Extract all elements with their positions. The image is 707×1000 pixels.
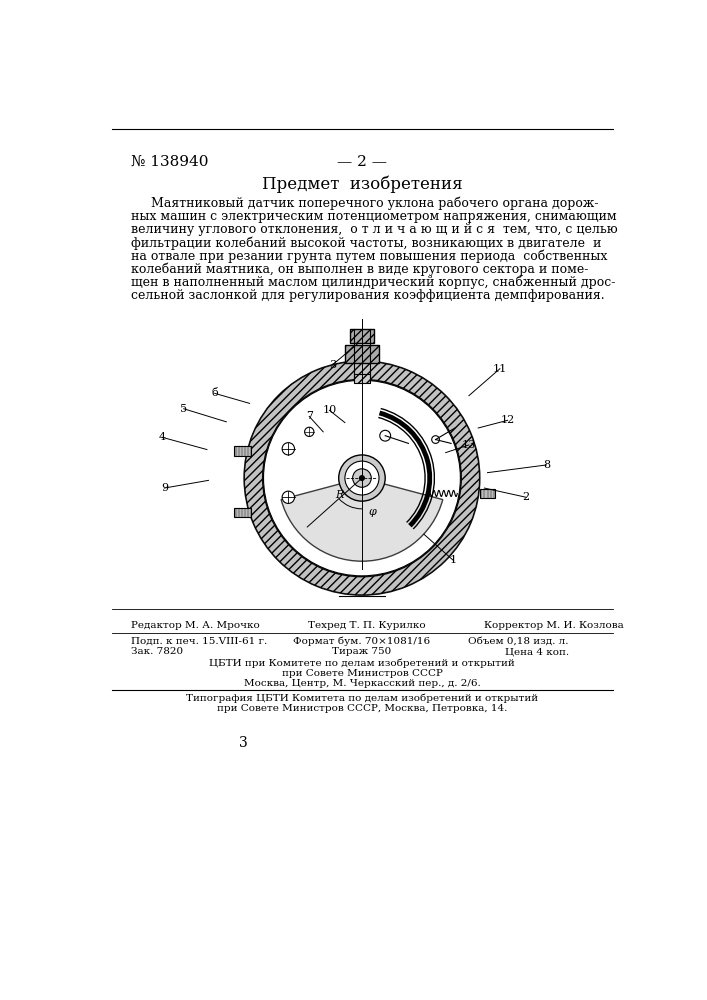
Text: Предмет  изобретения: Предмет изобретения xyxy=(262,175,462,193)
Bar xyxy=(349,329,374,343)
Circle shape xyxy=(282,443,295,455)
Text: Редактор М. А. Мрочко: Редактор М. А. Мрочко xyxy=(131,620,259,630)
Circle shape xyxy=(305,427,314,436)
Text: 4: 4 xyxy=(158,432,165,442)
Text: Объем 0,18 изд. л.: Объем 0,18 изд. л. xyxy=(468,637,569,646)
Text: 10: 10 xyxy=(322,405,337,415)
Bar xyxy=(354,374,370,383)
Text: 8: 8 xyxy=(543,460,550,470)
Text: колебаний маятника, он выполнен в виде кругового сектора и поме-: колебаний маятника, он выполнен в виде к… xyxy=(131,262,588,276)
Wedge shape xyxy=(281,478,443,561)
Text: 5: 5 xyxy=(180,404,187,414)
Text: Зак. 7820: Зак. 7820 xyxy=(131,647,183,656)
Text: φ: φ xyxy=(368,507,376,517)
Text: Подп. к печ. 15.VIII-61 г.: Подп. к печ. 15.VIII-61 г. xyxy=(131,637,267,646)
Text: при Совете Министров СССР: при Совете Министров СССР xyxy=(281,669,443,678)
Text: Корректор М. И. Козлова: Корректор М. И. Козлова xyxy=(484,620,624,630)
Circle shape xyxy=(264,380,460,576)
Bar xyxy=(345,345,379,363)
Text: 1: 1 xyxy=(450,555,457,565)
Text: ЦБТИ при Комитете по делам изобретений и открытий: ЦБТИ при Комитете по делам изобретений и… xyxy=(209,659,515,668)
Text: № 138940: № 138940 xyxy=(131,155,209,169)
Bar xyxy=(480,489,495,498)
Text: фильтрации колебаний высокой частоты, возникающих в двигателе  и: фильтрации колебаний высокой частоты, во… xyxy=(131,236,602,250)
Text: б: б xyxy=(211,388,218,398)
Text: — 2 —: — 2 — xyxy=(337,155,387,169)
Text: величину углового отклонения,  о т л и ч а ю щ и й с я  тем, что, с целью: величину углового отклонения, о т л и ч … xyxy=(131,223,618,236)
Text: 12: 12 xyxy=(501,415,515,425)
Text: ных машин с электрическим потенциометром напряжения, снимающим: ных машин с электрическим потенциометром… xyxy=(131,210,617,223)
Text: 7: 7 xyxy=(305,411,312,421)
Text: сельной заслонкой для регулирования коэффициента демпфирования.: сельной заслонкой для регулирования коэф… xyxy=(131,289,604,302)
Bar xyxy=(234,446,251,456)
Bar xyxy=(234,508,251,517)
Text: Тираж 750: Тираж 750 xyxy=(332,647,392,656)
Text: 9: 9 xyxy=(160,483,168,493)
Text: Москва, Центр, М. Черкасский пер., д. 2/6.: Москва, Центр, М. Черкасский пер., д. 2/… xyxy=(244,679,480,688)
Text: Техред Т. П. Курилко: Техред Т. П. Курилко xyxy=(308,620,426,630)
Text: R: R xyxy=(334,490,343,500)
Circle shape xyxy=(432,436,440,443)
Circle shape xyxy=(353,469,371,487)
Text: Формат бум. 70×1081/16: Формат бум. 70×1081/16 xyxy=(293,637,431,646)
Text: Типография ЦБТИ Комитета по делам изобретений и открытий: Типография ЦБТИ Комитета по делам изобре… xyxy=(186,694,538,703)
Text: Маятниковый датчик поперечного уклона рабочего органа дорож-: Маятниковый датчик поперечного уклона ра… xyxy=(131,197,599,211)
Text: 11: 11 xyxy=(493,364,507,374)
Circle shape xyxy=(282,491,295,503)
Text: Цена 4 коп.: Цена 4 коп. xyxy=(505,647,569,656)
Circle shape xyxy=(360,476,364,480)
Circle shape xyxy=(339,455,385,501)
Wedge shape xyxy=(244,361,480,595)
Text: на отвале при резании грунта путем повышения периода  собственных: на отвале при резании грунта путем повыш… xyxy=(131,249,607,263)
Bar xyxy=(354,374,370,383)
Text: 3: 3 xyxy=(239,736,247,750)
Circle shape xyxy=(345,461,379,495)
Text: 13: 13 xyxy=(462,440,476,450)
Circle shape xyxy=(380,430,391,441)
Bar xyxy=(349,329,374,343)
Text: щен в наполненный маслом цилиндрический корпус, снабженный дрос-: щен в наполненный маслом цилиндрический … xyxy=(131,276,615,289)
Text: при Совете Министров СССР, Москва, Петровка, 14.: при Совете Министров СССР, Москва, Петро… xyxy=(217,704,507,713)
Text: 2: 2 xyxy=(522,492,530,502)
Bar xyxy=(345,345,379,363)
Text: 3: 3 xyxy=(329,360,336,370)
